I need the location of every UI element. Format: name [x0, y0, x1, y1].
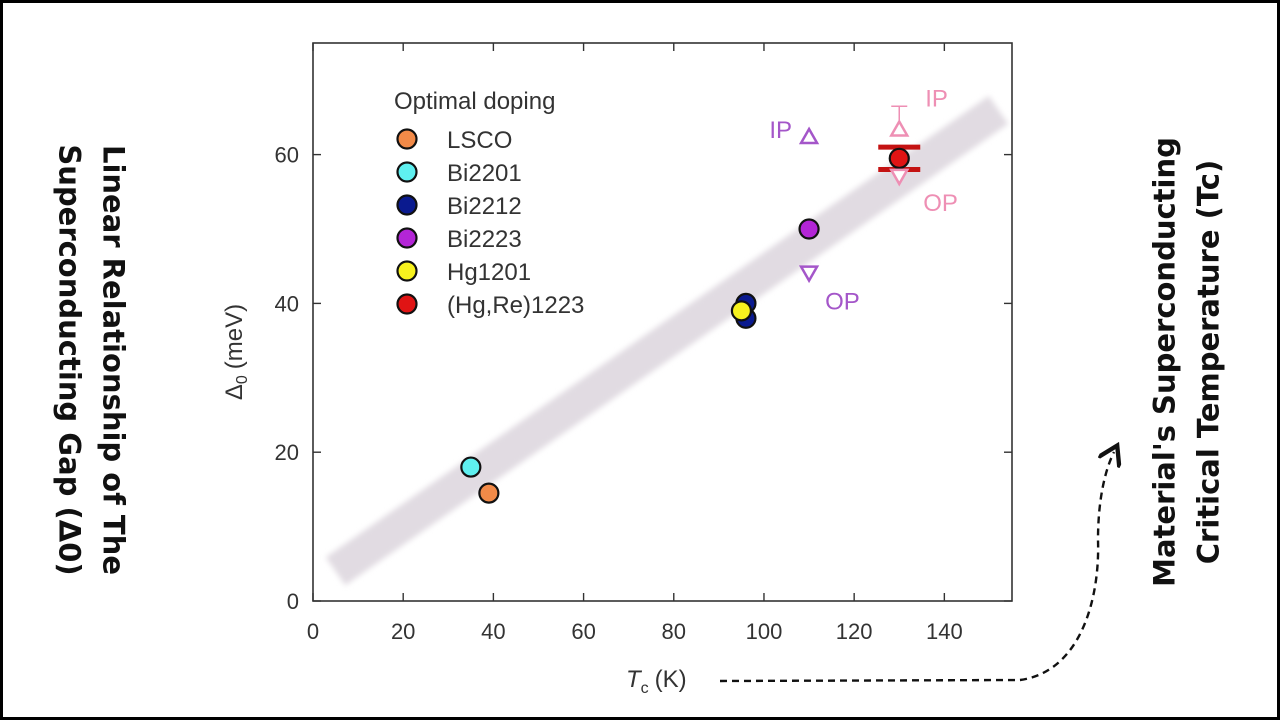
legend-marker [396, 161, 418, 183]
x-axis-label: Tc (K) [626, 666, 687, 697]
ip-label: IP [925, 86, 948, 113]
op-marker-hgre1223 [889, 168, 910, 187]
legend-label: LSCO [447, 127, 512, 154]
y-tick-label: 60 [275, 143, 299, 168]
x-axis-label-main: T [626, 666, 643, 693]
legend-title: Optimal doping [394, 88, 555, 115]
op-label: OP [825, 289, 860, 316]
legend-marker [396, 293, 418, 315]
legend-label: Bi2201 [447, 160, 522, 187]
x-tick-label: 120 [836, 619, 873, 644]
legend-marker [396, 128, 418, 150]
ip-marker-hgre1223 [889, 119, 910, 137]
point-lsco [478, 482, 500, 504]
legend-label: Bi2223 [447, 226, 522, 253]
point-hgre1223 [888, 147, 910, 169]
x-tick-label: 60 [571, 619, 595, 644]
legend-label: Bi2212 [447, 193, 522, 220]
ip-marker-bi2223 [798, 126, 820, 145]
legend-label: (Hg,Re)1223 [447, 292, 584, 319]
x-tick-label: 100 [746, 619, 783, 644]
op-marker-bi2223 [798, 265, 820, 284]
plot-frame [312, 42, 1013, 602]
point-bi2201 [460, 456, 482, 478]
y-tick-label: 0 [287, 589, 299, 614]
op-label: OP [923, 190, 958, 217]
y-axis-label-sub: 0 [234, 375, 251, 384]
point-bi2223 [798, 218, 820, 240]
x-axis-label-sub: c [641, 680, 649, 697]
y-axis-label-unit: (meV) [221, 304, 248, 369]
point-hg1201 [730, 300, 753, 322]
y-axis-label-main: Δ [221, 384, 248, 400]
x-tick-label: 140 [926, 619, 963, 644]
legend-marker [396, 227, 418, 249]
legend-marker [396, 260, 418, 282]
ip-label: IP [769, 117, 792, 144]
x-tick-label: 20 [391, 619, 415, 644]
y-axis-label: Δ0 (meV) [221, 304, 251, 400]
pointer-arrow [719, 452, 1114, 683]
legend-label: Hg1201 [447, 259, 531, 286]
y-tick-label: 20 [275, 440, 299, 465]
y-tick-label: 40 [275, 291, 299, 316]
trend-band [325, 96, 1009, 586]
x-tick-label: 0 [307, 619, 319, 644]
x-tick-label: 40 [481, 619, 505, 644]
x-axis-label-unit: (K) [655, 666, 687, 693]
x-tick-label: 80 [662, 619, 686, 644]
legend-marker [396, 194, 418, 216]
